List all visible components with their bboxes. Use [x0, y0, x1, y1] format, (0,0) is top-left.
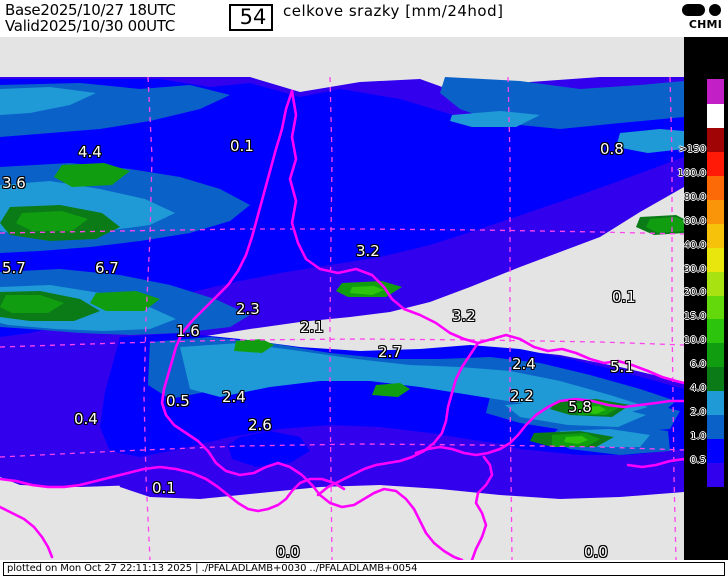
logo-text: CHMI: [688, 18, 722, 31]
graticule: [0, 76, 684, 560]
colorbar-segment: [707, 198, 724, 224]
valid-value: 2025/10/30 00UTC: [39, 17, 176, 35]
forecast-step-box: 54: [229, 4, 273, 31]
colorbar-tick-label: >150: [678, 143, 706, 155]
logo-shape-mid-icon: [694, 4, 705, 16]
colorbar-segment: [707, 342, 724, 368]
colorbar-segment: [707, 462, 724, 488]
footer-frame: plotted on Mon Oct 27 22:11:13 2025 | ./…: [3, 562, 725, 576]
precip-band-15p0: [350, 286, 606, 444]
colorbar-tick-label: 15.0: [683, 311, 706, 323]
colorbar: [706, 78, 725, 488]
colorbar-segment: [707, 102, 724, 128]
colorbar-tick-label: 100.0: [677, 167, 706, 179]
chmi-logo: CHMI: [682, 3, 722, 33]
map-canvas-frame: 0.14.43.60.82.65.76.73.22.32.13.20.11.62…: [0, 37, 728, 560]
colorbar-tick-label: 0.5: [690, 455, 706, 467]
colorbar-tick-label: 60.0: [683, 215, 706, 227]
colorbar-tick-label: 1.0: [690, 431, 706, 443]
colorbar-segment: [707, 150, 724, 176]
logo-shape-dot-icon: [709, 4, 721, 16]
colorbar-segment: [707, 318, 724, 344]
colorbar-tick-label: 10.0: [683, 335, 706, 347]
colorbar-segment: [707, 79, 724, 104]
colorbar-segment: [707, 270, 724, 296]
footer-text: plotted on Mon Oct 27 22:11:13 2025 | ./…: [7, 563, 418, 574]
forecast-step-value: 54: [239, 5, 267, 29]
base-label: Base: [5, 1, 41, 19]
colorbar-segment: [707, 366, 724, 392]
colorbar-tick-label: 2.0: [690, 407, 706, 419]
colorbar-segment: [707, 222, 724, 248]
colorbar-tick-label: 80.0: [683, 191, 706, 203]
valid-label: Valid: [5, 17, 40, 35]
base-value: 2025/10/27 18UTC: [40, 1, 176, 19]
valid-time-line: Valid2025/10/30 00UTC: [5, 17, 175, 35]
logo-shape-left-icon: [682, 4, 695, 16]
base-time-line: Base2025/10/27 18UTC: [5, 1, 176, 19]
colorbar-tick-label: 30.0: [683, 263, 706, 275]
footer-bar: plotted on Mon Oct 27 22:11:13 2025 | ./…: [0, 560, 728, 578]
colorbar-segment: [707, 390, 724, 416]
map-canvas: 0.14.43.60.82.65.76.73.22.32.13.20.11.62…: [0, 37, 684, 560]
country-borders: [0, 89, 684, 560]
logo-glyph: [682, 4, 722, 16]
page-title: celkove srazky [mm/24hod]: [283, 2, 504, 20]
colorbar-segment: [707, 438, 724, 464]
colorbar-segment: [707, 246, 724, 272]
colorbar-segment: [707, 414, 724, 440]
colorbar-tick-label: 6.0: [690, 359, 706, 371]
colorbar-tick-label: 4.0: [690, 383, 706, 395]
colorbar-tick-label: 40.0: [683, 239, 706, 251]
colorbar-segment: [707, 294, 724, 320]
colorbar-tick-label: 20.0: [683, 287, 706, 299]
colorbar-segment: [707, 174, 724, 200]
header-bar: Base2025/10/27 18UTC Valid2025/10/30 00U…: [0, 0, 728, 37]
colorbar-segment: [707, 126, 724, 152]
precipitation-field: [0, 37, 684, 560]
